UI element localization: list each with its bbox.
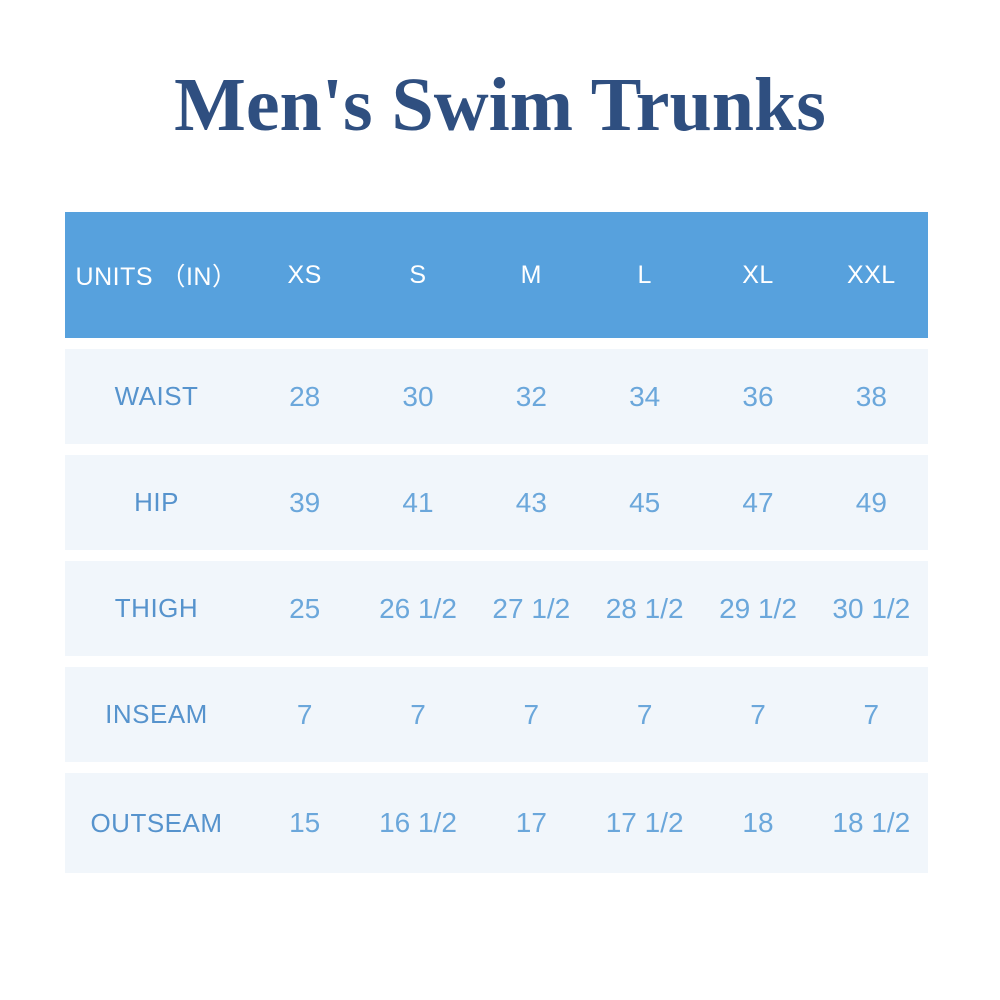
cell-inseam-xs: 7 (296, 698, 313, 730)
cell-outseam-l: 17 1/2 (605, 807, 684, 838)
header-cell-xs: XS (287, 260, 322, 289)
cell-outseam-xs: 15 (289, 807, 321, 838)
cell-outseam-m: 17 (515, 807, 547, 838)
row-label-waist: WAIST (114, 381, 199, 411)
cell-thigh-s: 26 1/2 (379, 592, 457, 624)
table-row-hip: HIP 39 41 43 45 47 49 (65, 455, 928, 550)
cell-outseam-xxl: 18 1/2 (832, 807, 911, 838)
table-row-waist: WAIST 28 30 32 34 36 38 (65, 349, 928, 444)
header-cell-units: UNITS （IN） (75, 263, 238, 291)
table-row-inseam: INSEAM 7 7 7 7 7 7 (65, 667, 928, 762)
table-header-row: UNITS （IN） XS S M L XL XXL (65, 212, 928, 338)
cell-inseam-xl: 7 (750, 698, 766, 730)
cell-hip-xs: 39 (289, 486, 321, 518)
header-cell-xl: XL (742, 260, 774, 289)
cell-waist-xxl: 38 (855, 380, 887, 412)
cell-inseam-s: 7 (410, 698, 426, 730)
row-label-thigh: THIGH (114, 593, 199, 623)
cell-thigh-xxl: 30 1/2 (832, 592, 911, 624)
cell-hip-m: 43 (515, 486, 547, 518)
header-cell-m: M (520, 260, 542, 289)
cell-inseam-m: 7 (523, 698, 540, 730)
cell-waist-m: 32 (515, 380, 547, 412)
row-label-outseam: OUTSEAM (90, 807, 223, 838)
cell-waist-s: 30 (402, 380, 434, 412)
cell-waist-l: 34 (629, 380, 661, 412)
page-title: Men's Swim Trunks (174, 63, 826, 147)
header-cell-s: S (409, 260, 427, 289)
cell-thigh-l: 28 1/2 (605, 592, 684, 624)
cell-inseam-l: 7 (636, 698, 653, 730)
table-row-thigh: THIGH 25 26 1/2 27 1/2 28 1/2 29 1/2 30 … (65, 561, 928, 656)
cell-thigh-m: 27 1/2 (492, 592, 571, 624)
cell-hip-l: 45 (629, 486, 661, 518)
table-row-outseam: OUTSEAM 15 16 1/2 17 17 1/2 18 18 1/2 (65, 773, 928, 873)
size-table: UNITS （IN） XS S M L XL XXL WAIST 28 30 3… (65, 212, 928, 873)
header-cell-xxl: XXL (846, 260, 896, 289)
row-label-inseam: INSEAM (105, 699, 208, 729)
cell-thigh-xs: 25 (289, 592, 321, 624)
cell-outseam-s: 16 1/2 (379, 807, 457, 838)
cell-waist-xl: 36 (742, 380, 774, 412)
cell-hip-xl: 47 (742, 486, 774, 518)
cell-hip-s: 41 (402, 486, 434, 518)
header-cell-l: L (637, 260, 652, 289)
cell-outseam-xl: 18 (742, 807, 774, 838)
row-label-hip: HIP (134, 487, 179, 517)
cell-waist-xs: 28 (289, 380, 321, 412)
cell-thigh-xl: 29 1/2 (719, 592, 797, 624)
cell-inseam-xxl: 7 (863, 698, 880, 730)
cell-hip-xxl: 49 (855, 486, 887, 518)
